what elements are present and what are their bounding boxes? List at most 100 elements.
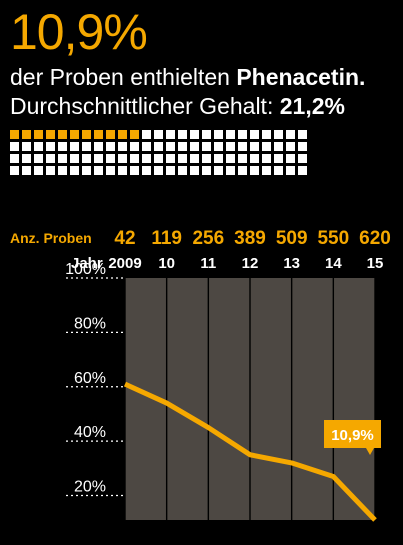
square [274,130,283,139]
y-axis: 20% 40% 60% 80% 100% [65,261,125,497]
square [154,142,163,151]
square-highlighted [22,130,31,139]
square [298,130,307,139]
square [22,166,31,175]
sample-share-squares [10,130,307,175]
square [10,142,19,151]
square [214,166,223,175]
grid-lines [124,278,376,520]
square [262,166,271,175]
callout-box [324,420,381,455]
square [226,142,235,151]
subtitle-line-1: der Proben enthielten Phenacetin. [10,63,365,91]
square [166,142,175,151]
square [94,142,103,151]
square [34,142,43,151]
square [298,142,307,151]
square [238,154,247,163]
square [82,166,91,175]
square [94,154,103,163]
square [274,154,283,163]
square [262,142,271,151]
square [154,166,163,175]
samples-count-label: 42 [114,228,135,249]
square [274,142,283,151]
square [130,166,139,175]
square [142,142,151,151]
square [58,142,67,151]
square [46,166,55,175]
substance-name: Phenacetin. [236,64,366,90]
square [298,154,307,163]
year-label: 13 [283,255,300,272]
square [106,166,115,175]
square [22,154,31,163]
square [10,154,19,163]
samples-count-label: 550 [317,228,349,249]
y-tick-label: 20% [74,479,106,496]
square-highlighted [58,130,67,139]
square [142,154,151,163]
square [226,130,235,139]
square [250,130,259,139]
square [130,142,139,151]
square [82,142,91,151]
square-highlighted [94,130,103,139]
square [250,166,259,175]
year-label: 10 [158,255,175,272]
square [298,166,307,175]
square [154,154,163,163]
year-label: 11 [200,255,216,272]
year-label: 14 [325,255,342,272]
square [70,142,79,151]
y-tick-label: 100% [65,261,106,278]
square [202,130,211,139]
square [178,142,187,151]
square [214,142,223,151]
square [250,142,259,151]
square [214,154,223,163]
callout-label: 10,9% [331,427,374,444]
callout: 10,9% [324,420,381,455]
square [106,154,115,163]
square [82,154,91,163]
square [118,166,127,175]
average-content-value: 21,2% [279,93,345,119]
square [130,154,139,163]
square [58,154,67,163]
square [190,166,199,175]
square [190,130,199,139]
square [262,130,271,139]
square [238,142,247,151]
square [118,142,127,151]
square [286,142,295,151]
year-label: 2009 [108,255,141,272]
square [34,154,43,163]
square [238,166,247,175]
samples-count-label: 509 [276,228,308,249]
square [154,130,163,139]
square [202,166,211,175]
square [178,130,187,139]
y-tick-label: 60% [74,370,106,387]
square-highlighted [70,130,79,139]
square [166,130,175,139]
average-content-label: Durchschnittlicher Gehalt: [10,93,280,119]
square [238,130,247,139]
samples-count-label: 389 [234,228,266,249]
square [262,154,271,163]
samples-count-label: 620 [359,228,391,249]
samples-row-label: Anz. Proben [10,230,92,246]
square-highlighted [130,130,139,139]
subtitle-line-2: Durchschnittlicher Gehalt: 21,2% [10,92,345,120]
square [118,154,127,163]
square [46,154,55,163]
square-highlighted [46,130,55,139]
square [190,142,199,151]
square [226,154,235,163]
square [250,154,259,163]
square [106,142,115,151]
square-highlighted [10,130,19,139]
samples-count-label: 119 [151,228,182,249]
